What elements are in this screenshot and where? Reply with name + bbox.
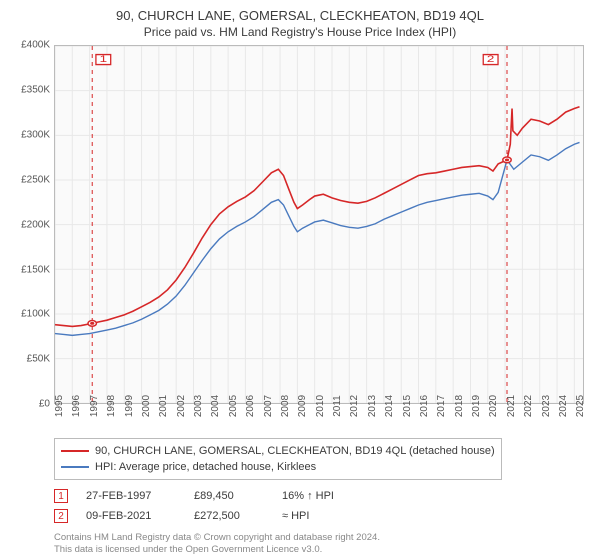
y-tick-label: £0 [39, 399, 50, 410]
y-tick-label: £200K [21, 219, 50, 230]
x-tick-label: 2005 [228, 395, 239, 417]
x-tick-label: 1998 [106, 395, 117, 417]
x-tick-label: 2009 [297, 395, 308, 417]
legend-row: 90, CHURCH LANE, GOMERSAL, CLECKHEATON, … [61, 443, 495, 459]
event-delta: ≈ HPI [282, 510, 362, 522]
x-tick-label: 1996 [71, 395, 82, 417]
event-marker-box: 2 [54, 509, 68, 523]
event-row: 2 09-FEB-2021 £272,500 ≈ HPI [54, 506, 590, 526]
x-tick-label: 2022 [523, 395, 534, 417]
chart-plot-area: 12 [54, 45, 584, 404]
chart: £0£50K£100K£150K£200K£250K£300K£350K£400… [10, 45, 590, 432]
event-price: £272,500 [194, 510, 264, 522]
y-tick-label: £100K [21, 309, 50, 320]
event-date: 27-FEB-1997 [86, 490, 176, 502]
y-tick-label: £50K [27, 354, 50, 365]
x-tick-label: 2021 [506, 395, 517, 417]
legend-swatch [61, 466, 89, 468]
event-price: £89,450 [194, 490, 264, 502]
x-tick-label: 2018 [454, 395, 465, 417]
x-tick-label: 2020 [488, 395, 499, 417]
x-tick-label: 2011 [332, 395, 343, 417]
legend: 90, CHURCH LANE, GOMERSAL, CLECKHEATON, … [54, 438, 502, 480]
x-tick-label: 2015 [402, 395, 413, 417]
footer-line2: This data is licensed under the Open Gov… [54, 544, 590, 556]
x-tick-label: 2023 [541, 395, 552, 417]
x-tick-label: 2019 [471, 395, 482, 417]
event-row: 1 27-FEB-1997 £89,450 16% ↑ HPI [54, 486, 590, 506]
x-tick-label: 2004 [210, 395, 221, 417]
x-tick-label: 2007 [263, 395, 274, 417]
x-tick-label: 1995 [54, 395, 65, 417]
y-tick-label: £250K [21, 174, 50, 185]
y-tick-label: £300K [21, 129, 50, 140]
x-tick-label: 1997 [89, 395, 100, 417]
footer: Contains HM Land Registry data © Crown c… [54, 532, 590, 556]
legend-label: HPI: Average price, detached house, Kirk… [95, 461, 316, 473]
x-tick-label: 2006 [245, 395, 256, 417]
y-tick-label: £400K [21, 40, 50, 51]
x-tick-label: 2017 [436, 395, 447, 417]
legend-row: HPI: Average price, detached house, Kirk… [61, 459, 495, 475]
y-tick-label: £150K [21, 264, 50, 275]
x-tick-label: 2010 [315, 395, 326, 417]
events-table: 1 27-FEB-1997 £89,450 16% ↑ HPI 2 09-FEB-2021… [54, 486, 590, 526]
event-marker-box: 1 [54, 489, 68, 503]
legend-label: 90, CHURCH LANE, GOMERSAL, CLECKHEATON, … [95, 445, 495, 457]
x-tick-label: 2003 [193, 395, 204, 417]
x-tick-label: 2013 [367, 395, 378, 417]
x-tick-label: 2024 [558, 395, 569, 417]
x-tick-label: 2025 [575, 395, 586, 417]
event-delta: 16% ↑ HPI [282, 490, 362, 502]
page-subtitle: Price paid vs. HM Land Registry's House … [10, 25, 590, 39]
x-tick-label: 1999 [124, 395, 135, 417]
x-tick-label: 2014 [384, 395, 395, 417]
event-date: 09-FEB-2021 [86, 510, 176, 522]
y-tick-label: £350K [21, 84, 50, 95]
x-tick-label: 2002 [176, 395, 187, 417]
x-tick-label: 2012 [349, 395, 360, 417]
x-tick-label: 2016 [419, 395, 430, 417]
page-title: 90, CHURCH LANE, GOMERSAL, CLECKHEATON, … [10, 8, 590, 23]
x-tick-label: 2001 [158, 395, 169, 417]
legend-swatch [61, 450, 89, 452]
footer-line1: Contains HM Land Registry data © Crown c… [54, 532, 590, 544]
x-tick-label: 2000 [141, 395, 152, 417]
x-tick-label: 2008 [280, 395, 291, 417]
